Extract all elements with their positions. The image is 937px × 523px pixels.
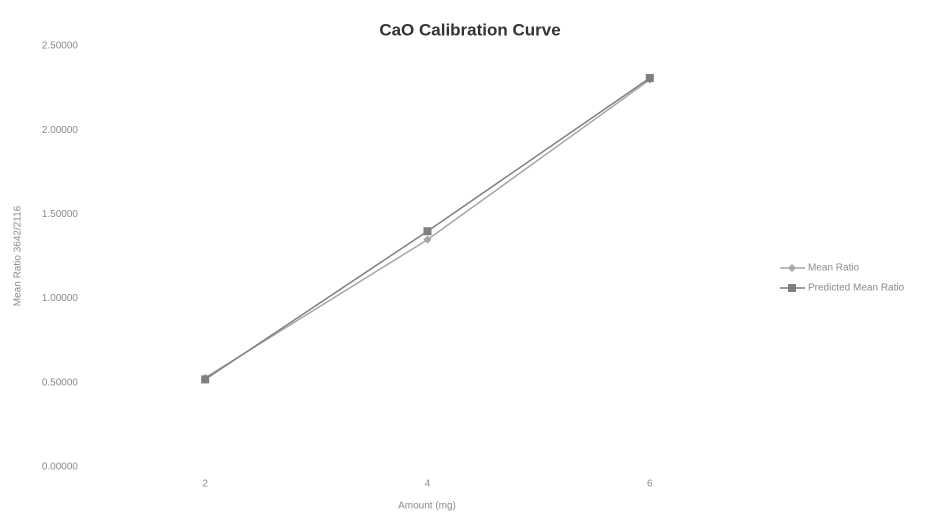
marker (423, 227, 432, 236)
x-tick-label: 2 (202, 479, 208, 490)
chart-title: CaO Calibration Curve (379, 20, 560, 39)
y-tick-label: 1.50000 (42, 209, 79, 220)
y-tick-label: 0.50000 (42, 377, 79, 388)
legend-label: Predicted Mean Ratio (808, 283, 905, 294)
marker (423, 235, 432, 244)
x-axis-label: Amount (mg) (398, 501, 456, 512)
marker (645, 73, 654, 82)
y-tick-label: 1.00000 (42, 293, 79, 304)
y-tick-label: 2.50000 (42, 41, 79, 52)
x-tick-label: 4 (425, 479, 431, 490)
marker (788, 284, 796, 292)
marker (201, 375, 210, 384)
y-tick-label: 2.00000 (42, 125, 79, 136)
x-tick-label: 6 (647, 479, 653, 490)
marker (788, 264, 796, 272)
legend-label: Mean Ratio (808, 263, 860, 274)
y-axis-label: Mean Ratio 3642/2116 (13, 205, 24, 306)
y-tick-label: 0.00000 (42, 462, 79, 473)
